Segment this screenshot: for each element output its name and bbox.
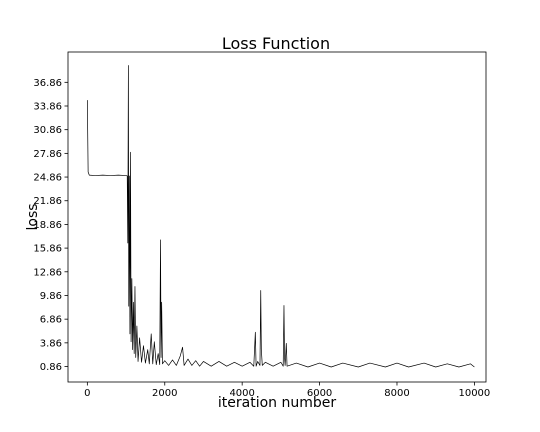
x-tick-label: 2000 bbox=[152, 388, 177, 399]
y-tick-label: 6.86 bbox=[40, 315, 62, 326]
y-tick-label: 15.86 bbox=[33, 244, 62, 255]
y-axis-label: loss bbox=[25, 203, 41, 230]
plot-area bbox=[87, 65, 475, 368]
y-tick-label: 12.86 bbox=[33, 267, 62, 278]
y-tick-label: 30.86 bbox=[33, 125, 62, 136]
chart-title: Loss Function bbox=[222, 34, 330, 53]
y-tick-label: 18.86 bbox=[33, 220, 62, 231]
x-tick-label: 0 bbox=[84, 388, 90, 399]
y-tick-label: 9.86 bbox=[40, 291, 62, 302]
y-tick-label: 21.86 bbox=[33, 196, 62, 207]
x-axis: 0 2000 4000 6000 8000 10000 bbox=[84, 382, 490, 399]
y-tick-label: 3.86 bbox=[40, 338, 62, 349]
y-tick-label: 27.86 bbox=[33, 149, 62, 160]
y-tick-label: 33.86 bbox=[33, 102, 62, 113]
x-axis-label: iteration number bbox=[218, 395, 336, 411]
x-tick-label: 10000 bbox=[458, 388, 490, 399]
y-tick-label: 0.86 bbox=[40, 362, 62, 373]
x-tick-label: 6000 bbox=[307, 388, 332, 399]
x-tick-label: 4000 bbox=[229, 388, 254, 399]
plot-frame bbox=[67, 51, 487, 383]
loss-series-line bbox=[87, 65, 475, 368]
y-tick-label: 24.86 bbox=[33, 173, 62, 184]
y-axis: 0.86 3.86 6.86 9.86 12.86 15.86 18.86 21.86 24.8… bbox=[33, 78, 68, 373]
y-tick-label: 36.86 bbox=[33, 78, 62, 89]
x-tick-label: 8000 bbox=[384, 388, 409, 399]
